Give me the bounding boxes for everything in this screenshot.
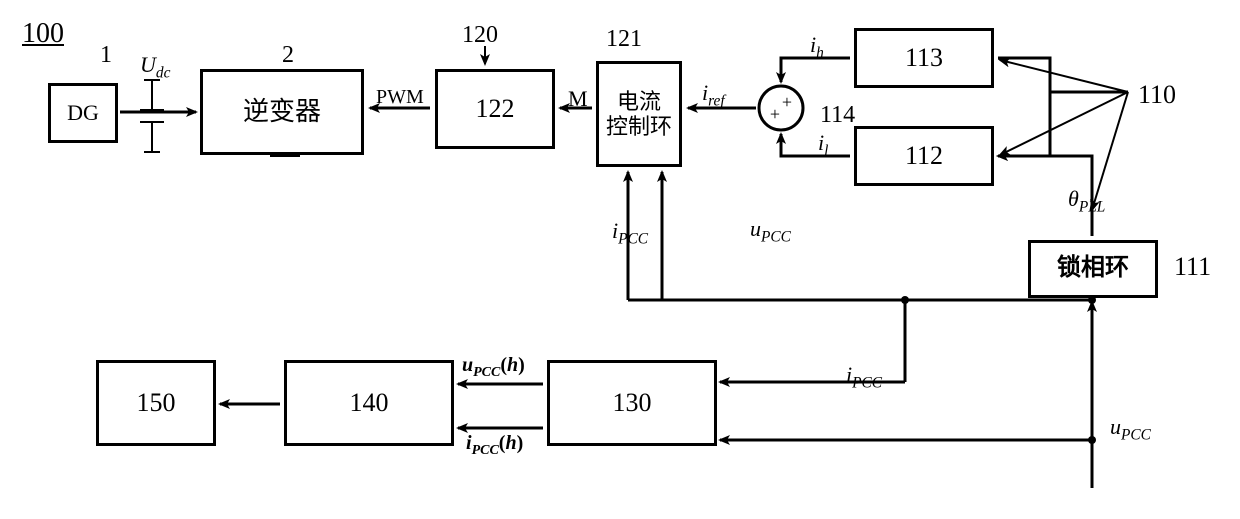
- signal-label-10: uPCC: [1110, 414, 1151, 444]
- signal-label-2: M: [568, 86, 588, 112]
- svg-text:+: +: [770, 104, 780, 124]
- tag-120: 120: [462, 22, 498, 49]
- block-dg: DG: [48, 83, 118, 143]
- signal-label-9: iPCC: [846, 362, 882, 392]
- block-label-pll: 锁相环: [1057, 255, 1129, 283]
- signal-label-1: PWM: [376, 86, 424, 109]
- signal-label-4: ih: [810, 32, 824, 62]
- block-label-b122: 122: [476, 94, 515, 124]
- signal-label-5: il: [818, 130, 828, 160]
- svg-text:+: +: [782, 92, 792, 112]
- block-b150: 150: [96, 360, 216, 446]
- block-label-b112: 112: [905, 141, 943, 171]
- block-b121: 电流 控制环: [596, 61, 682, 167]
- block-inverter: 逆变器: [200, 69, 364, 155]
- block-b122: 122: [435, 69, 555, 149]
- signal-label-3: iref: [702, 80, 725, 110]
- tag-121: 121: [606, 26, 642, 53]
- block-label-b113: 113: [905, 43, 943, 73]
- block-b140: 140: [284, 360, 454, 446]
- signal-label-8: uPCC: [750, 216, 791, 246]
- block-b113: 113: [854, 28, 994, 88]
- block-b130: 130: [547, 360, 717, 446]
- tag-110: 110: [1138, 80, 1176, 110]
- tag-1: 1: [100, 42, 112, 69]
- signal-label-11: uPCC(h): [462, 354, 525, 381]
- block-label-b150: 150: [137, 388, 176, 418]
- signal-label-6: θPLL: [1068, 186, 1105, 216]
- signal-label-7: iPCC: [612, 218, 648, 248]
- figure-ref: 100: [22, 18, 64, 50]
- block-label-b121: 电流 控制环: [606, 89, 672, 140]
- block-b112: 112: [854, 126, 994, 186]
- block-label-dg: DG: [67, 100, 99, 125]
- block-label-b140: 140: [350, 388, 389, 418]
- block-label-b130: 130: [613, 388, 652, 418]
- tag-114: 114: [820, 102, 855, 129]
- block-pll: 锁相环: [1028, 240, 1158, 298]
- signal-label-12: iPCC(h): [466, 432, 523, 459]
- tag-111: 111: [1174, 252, 1211, 282]
- tag-2: 2: [282, 42, 294, 69]
- signal-label-0: Udc: [140, 52, 170, 82]
- block-label-inverter: 逆变器: [243, 97, 321, 127]
